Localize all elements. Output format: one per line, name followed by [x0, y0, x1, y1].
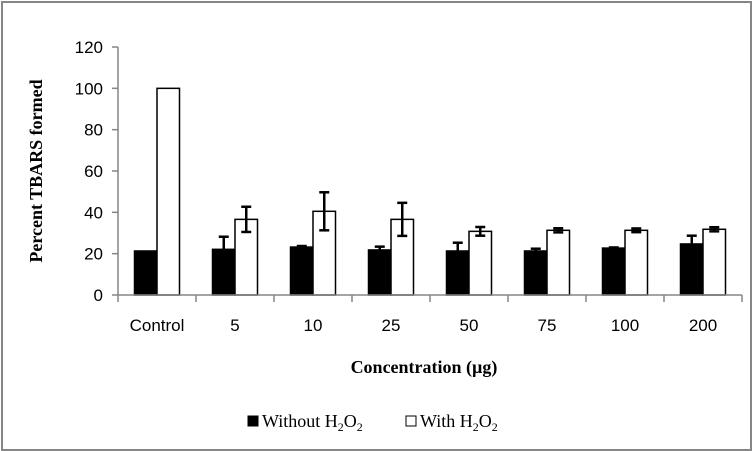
legend-swatch-without-h2o2	[247, 415, 259, 427]
bar-with-h2o2	[624, 229, 649, 296]
x-tick-label: 5	[230, 316, 239, 335]
error-bar	[608, 246, 619, 249]
error-bar	[218, 235, 229, 250]
legend-text-part: O	[344, 411, 357, 431]
legend-text-part: O	[479, 411, 492, 431]
legend: Without H2O2 With H2O2	[247, 411, 498, 434]
error-bar	[241, 205, 252, 234]
bar-with-h2o2	[156, 87, 181, 296]
error-bar	[475, 225, 486, 237]
error-bar	[296, 244, 307, 248]
x-tick-label: 10	[304, 316, 323, 335]
bar-with-h2o2	[468, 230, 493, 296]
x-tick-label: 100	[611, 316, 639, 335]
bar-with-h2o2	[546, 229, 571, 296]
legend-swatch-with-h2o2	[405, 415, 417, 427]
legend-subscript: 2	[357, 420, 363, 434]
y-tick-label: 80	[84, 121, 103, 140]
y-tick-label: 0	[94, 286, 103, 305]
y-tick-label: 60	[84, 162, 103, 181]
error-bar	[452, 241, 463, 251]
error-bar	[397, 201, 408, 238]
x-axis-ticks: Control 5 10 25 50 75 100 200	[117, 295, 743, 335]
error-bar	[319, 191, 330, 232]
legend-subscript: 2	[492, 420, 498, 434]
error-bar	[709, 225, 720, 233]
x-tick-label: 75	[538, 316, 557, 335]
bar-without-h2o2	[289, 246, 314, 296]
error-bar	[374, 245, 385, 250]
error-bar	[553, 226, 564, 234]
bar-without-h2o2	[367, 249, 392, 296]
y-axis-ticks: 0 20 40 60 80 100 120	[75, 38, 118, 305]
error-bar	[631, 227, 642, 234]
y-tick-label: 100	[75, 79, 103, 98]
bar-without-h2o2	[679, 243, 704, 296]
x-tick-label: Control	[130, 316, 185, 335]
x-tick-label: 50	[460, 316, 479, 335]
legend-label-with-h2o2: With H2O2	[420, 411, 498, 434]
x-tick-label: 200	[689, 316, 717, 335]
error-bar	[530, 247, 541, 251]
bar-with-h2o2	[702, 228, 727, 296]
bar-without-h2o2	[601, 247, 626, 296]
legend-subscript: 2	[338, 420, 344, 434]
legend-label-without-h2o2: Without H2O2	[262, 411, 363, 434]
x-tick-label: 25	[382, 316, 401, 335]
error-bar	[686, 234, 697, 244]
y-tick-label: 120	[75, 38, 103, 57]
y-axis-title: Percent TBARS formed	[26, 79, 46, 262]
legend-text-part: Without H	[262, 411, 338, 431]
y-tick-label: 40	[84, 203, 103, 222]
x-axis-title: Concentration (µg)	[351, 357, 498, 378]
error-bars	[218, 191, 720, 251]
bar-without-h2o2	[211, 248, 236, 296]
legend-text-part: With H	[420, 411, 473, 431]
bar-without-h2o2	[133, 250, 158, 296]
bar-without-h2o2	[445, 250, 470, 296]
legend-subscript: 2	[473, 420, 479, 434]
y-tick-label: 20	[84, 245, 103, 264]
bars	[133, 87, 727, 296]
bar-without-h2o2	[523, 250, 548, 296]
